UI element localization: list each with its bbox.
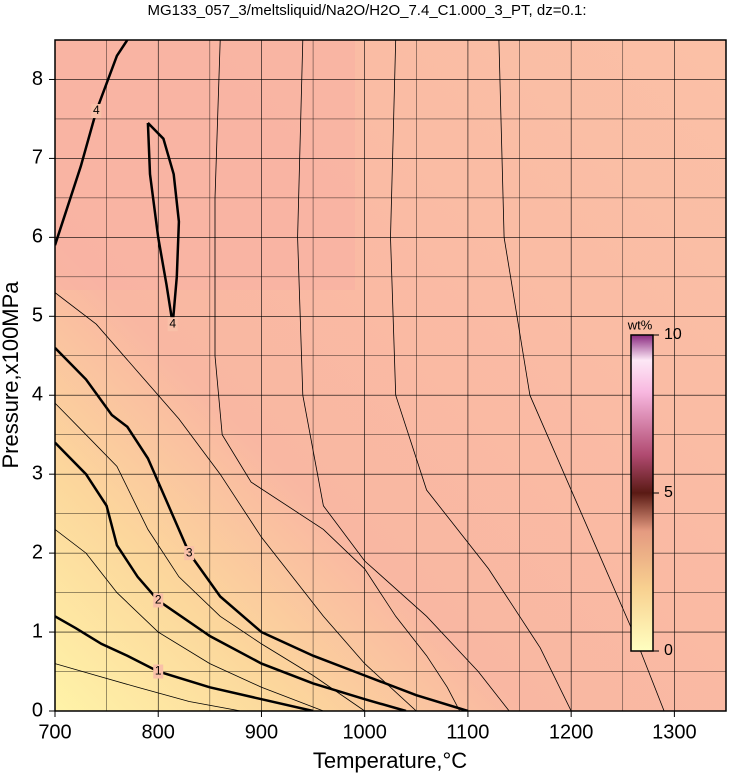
plot-frame <box>54 39 727 712</box>
plot-shade <box>55 40 355 290</box>
contour-line <box>55 40 129 246</box>
y-tick-label: 5 <box>32 305 43 327</box>
y-tick-label: 7 <box>32 147 43 169</box>
contour-line <box>55 663 241 711</box>
contour-label-bg <box>167 317 178 332</box>
x-tick-label: 900 <box>245 721 278 743</box>
contour-label-bg <box>91 104 102 119</box>
y-tick-label: 8 <box>32 68 43 90</box>
colorbar-tick-label: 0 <box>664 642 673 659</box>
y-tick-label: 3 <box>32 462 43 484</box>
contour-line <box>146 122 181 325</box>
y-tick-label: 6 <box>32 226 43 248</box>
contour-label: 1 <box>155 664 162 678</box>
contour-line <box>214 40 461 711</box>
x-tick-label: 700 <box>38 721 71 743</box>
contour-line <box>55 529 324 711</box>
contour-label: 3 <box>186 545 193 559</box>
contour-label: 4 <box>169 316 176 330</box>
x-tick-label: 1300 <box>652 721 697 743</box>
contour-label: 4 <box>93 103 100 117</box>
x-tick-label: 800 <box>142 721 175 743</box>
y-tick-label: 4 <box>32 384 43 406</box>
x-tick-label: 1100 <box>446 721 489 743</box>
contour-line <box>55 402 365 711</box>
y-tick-label: 2 <box>32 541 43 563</box>
contour-label-bg <box>153 593 164 608</box>
x-tick-label: 1000 <box>342 721 387 743</box>
colorbar-tick-label: 10 <box>664 326 682 343</box>
colorbar-label: wt% <box>627 317 653 332</box>
contour-label: 2 <box>155 593 162 607</box>
y-tick-label: 0 <box>32 699 43 721</box>
colorbar-tick-label: 5 <box>664 484 673 501</box>
x-axis-label: Temperature,°C <box>313 748 467 773</box>
contour-label-bg <box>184 546 195 561</box>
contour-line <box>390 40 572 711</box>
colorbar <box>630 334 654 652</box>
y-axis-label: Pressure,x100MPa <box>0 281 23 469</box>
y-tick-label: 1 <box>32 620 43 642</box>
contour-line <box>55 615 314 711</box>
contour-line <box>297 40 510 711</box>
contour-line <box>55 292 417 711</box>
x-tick-label: 1200 <box>549 721 594 743</box>
chart-title: MG133_057_3/meltsliquid/Na2O/H2O_7.4_C1.… <box>147 2 586 19</box>
contour-label-bg <box>153 664 164 679</box>
